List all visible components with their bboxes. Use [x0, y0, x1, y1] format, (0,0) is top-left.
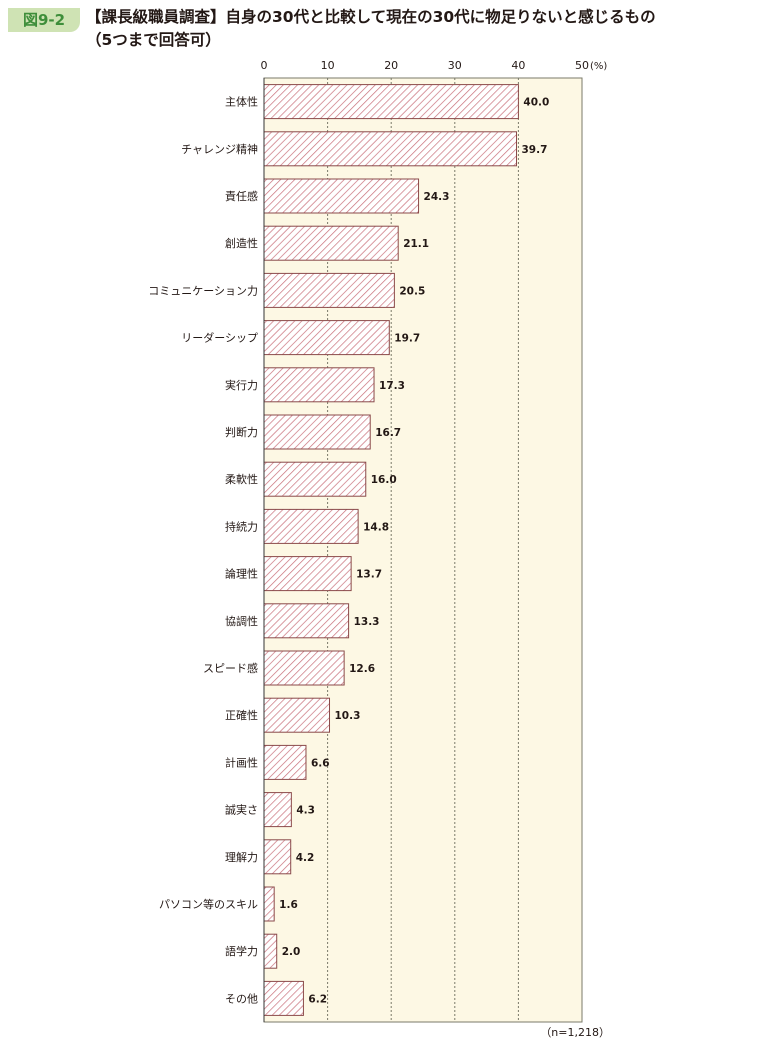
- bar: [263, 414, 371, 450]
- bar: [263, 697, 331, 733]
- category-label: 判断力: [225, 425, 258, 439]
- value-label: 20.5: [399, 285, 425, 297]
- category-label: 論理性: [225, 567, 258, 581]
- value-label: 19.7: [394, 333, 420, 345]
- x-unit-label: (%): [590, 61, 607, 72]
- plot-area: [263, 77, 583, 1023]
- x-tick-label: 10: [321, 59, 335, 72]
- category-label: チャレンジ精神: [181, 142, 258, 156]
- value-label: 40.0: [523, 97, 549, 109]
- category-label: 理解力: [225, 850, 258, 864]
- bar: [263, 461, 367, 497]
- title-line-2: （5つまで回答可）: [86, 31, 221, 49]
- value-label: 1.6: [279, 899, 298, 911]
- value-label: 39.7: [521, 144, 547, 156]
- category-label: 誠実さ: [225, 803, 258, 817]
- category-label: 柔軟性: [225, 472, 258, 486]
- value-label: 16.7: [375, 427, 401, 439]
- value-label: 10.3: [335, 710, 361, 722]
- value-label: 14.8: [363, 521, 389, 533]
- category-label: 正確性: [225, 708, 258, 722]
- x-tick-label: 40: [511, 59, 525, 72]
- category-label: 協調性: [225, 614, 258, 628]
- value-label: 21.1: [403, 238, 429, 250]
- value-label: 4.3: [296, 805, 315, 817]
- value-label: 24.3: [424, 191, 450, 203]
- bar: [263, 886, 275, 922]
- category-label: その他: [225, 992, 258, 1005]
- category-label: パソコン等のスキル: [159, 897, 258, 911]
- value-label: 13.3: [354, 616, 380, 628]
- category-label: コミュニケーション力: [148, 284, 258, 297]
- value-label: 6.6: [311, 757, 330, 769]
- bar: [263, 650, 345, 686]
- value-label: 13.7: [356, 569, 382, 581]
- figure-header: 図9-2 【課長級職員調査】自身の30代と比較して現在の30代に物足りないと感じ…: [8, 6, 753, 54]
- bar: [263, 225, 399, 261]
- category-label: リーダーシップ: [181, 331, 258, 345]
- bar: [263, 367, 375, 403]
- figure-title: 【課長級職員調査】自身の30代と比較して現在の30代に物足りないと感じるもの （…: [86, 6, 751, 52]
- category-label: 持続力: [225, 519, 258, 533]
- category-label: 実行力: [225, 378, 258, 392]
- x-tick-label: 30: [448, 59, 462, 72]
- x-tick-label: 50: [575, 59, 589, 72]
- sample-size-note: （n=1,218）: [540, 1026, 610, 1039]
- bar: [263, 131, 517, 167]
- bar: [263, 320, 390, 356]
- x-tick-label: 20: [384, 59, 398, 72]
- value-label: 12.6: [349, 663, 375, 675]
- labels: 主体性 40.0 チャレンジ精神 39.7 責任感 24.3 創造性 21.1 コミュニケーショ…: [148, 95, 549, 1006]
- bar: [263, 508, 359, 544]
- value-label: 4.2: [296, 852, 315, 864]
- category-label: 創造性: [225, 236, 258, 250]
- bar: [263, 556, 352, 592]
- bar: [263, 272, 395, 308]
- bar: [263, 744, 307, 780]
- value-label: 2.0: [282, 946, 301, 958]
- bar: [263, 933, 278, 969]
- axes: 0 10 20 30 40 50 (%): [261, 59, 607, 1022]
- bar: [263, 84, 519, 120]
- category-label: 語学力: [225, 944, 258, 958]
- x-tick-label: 0: [261, 59, 268, 72]
- bar: [263, 980, 304, 1016]
- category-label: 責任感: [225, 189, 258, 203]
- value-label: 17.3: [379, 380, 405, 392]
- value-label: 6.2: [308, 993, 327, 1005]
- bar: [263, 792, 292, 828]
- title-line-1: 【課長級職員調査】自身の30代と比較して現在の30代に物足りないと感じるもの: [86, 8, 656, 26]
- bar: [263, 178, 420, 214]
- figure-label: 図9-2: [8, 8, 80, 32]
- bar: [263, 603, 350, 639]
- category-label: スピード感: [203, 662, 258, 675]
- category-label: 主体性: [225, 95, 258, 109]
- value-label: 16.0: [371, 474, 397, 486]
- bars: [263, 84, 519, 1016]
- category-label: 計画性: [225, 755, 258, 769]
- bar: [263, 839, 292, 875]
